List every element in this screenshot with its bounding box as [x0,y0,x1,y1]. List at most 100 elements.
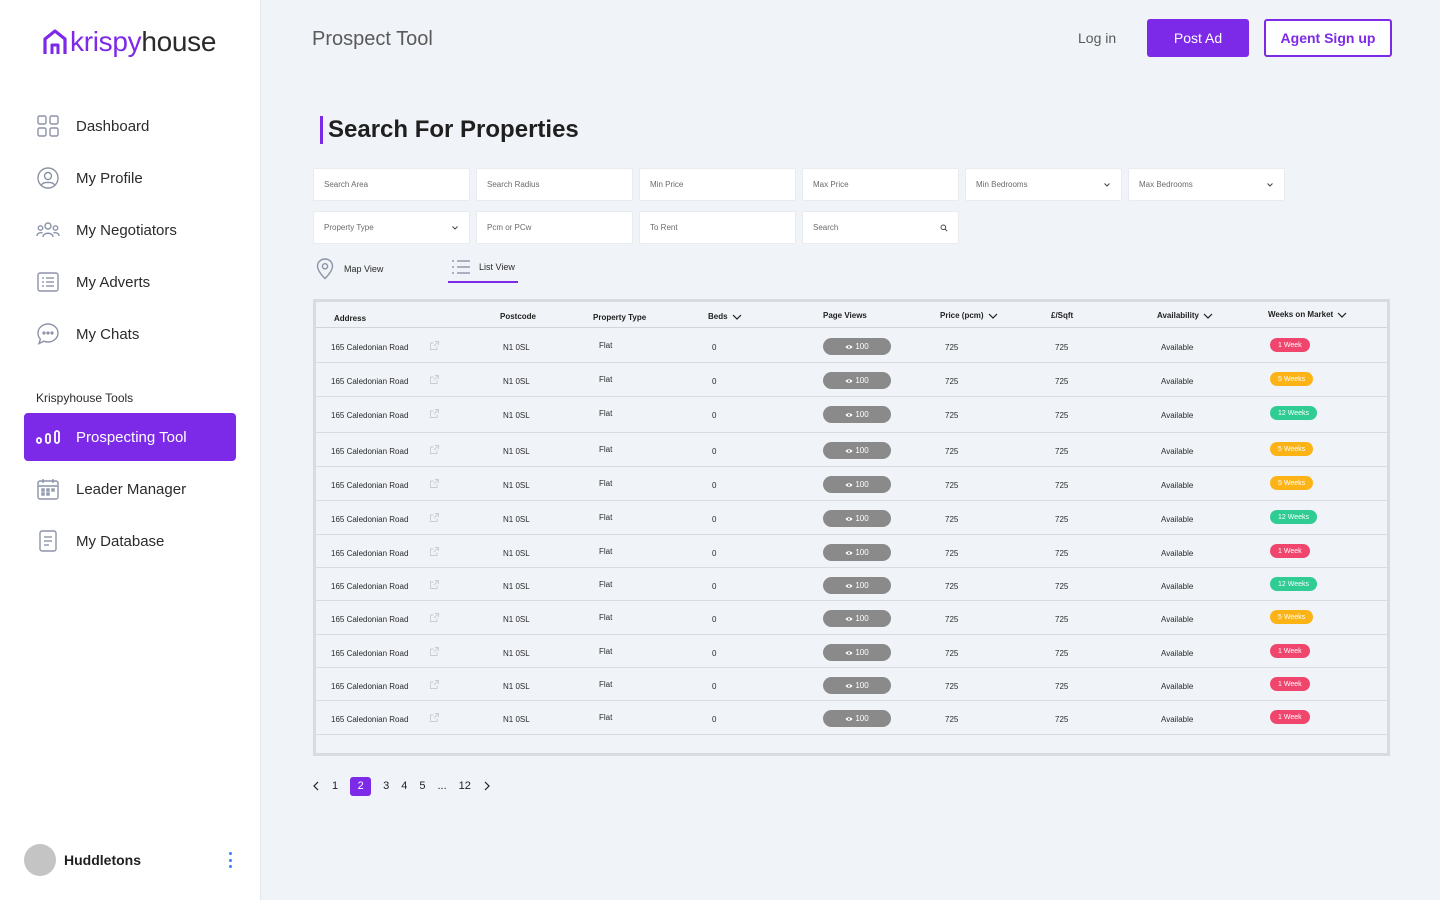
list-view-label: List View [479,262,515,272]
table-row[interactable]: 165 Caledonian Road N1 0SL Flat 0 100 725 725 A… [316,635,1387,668]
search-area-input[interactable]: Search Area [313,168,470,201]
table-row[interactable]: 165 Caledonian Road N1 0SL Flat 0 100 725 725 A… [316,363,1387,397]
avatar[interactable] [24,844,56,876]
column-header-availability[interactable]: Availability [1157,311,1213,320]
page-views-count: 100 [855,581,869,590]
table-row[interactable]: 165 Caledonian Road N1 0SL Flat 0 100 725 725 A… [316,433,1387,467]
table-row[interactable]: 165 Caledonian Road N1 0SL Flat 0 100 725 725 A… [316,467,1387,501]
table-row[interactable]: 165 Caledonian Road N1 0SL Flat 0 100 725 725 A… [316,668,1387,701]
page-3[interactable]: 3 [383,780,390,792]
page-views-pill[interactable]: 100 [823,442,891,459]
max-price-input[interactable]: Max Price [802,168,959,201]
sidebar-item-leader-manager[interactable]: Leader Manager [24,465,236,513]
sidebar-item-my-database[interactable]: My Database [24,517,236,565]
table-header: Address Postcode Property Type Beds Page… [316,302,1387,328]
external-link-icon[interactable] [429,444,440,455]
page-views-pill[interactable]: 100 [823,338,891,355]
column-header-sqft[interactable]: £/Sqft [1051,311,1074,320]
external-link-icon[interactable] [429,408,440,419]
eye-icon [845,616,853,621]
cell-property-type: Flat [599,547,613,556]
brand-logo[interactable]: krispy house [42,22,216,62]
page-views-count: 100 [855,614,869,623]
min-bedrooms-select[interactable]: Min Bedrooms [965,168,1122,201]
cell-beds: 0 [712,411,717,420]
table-row[interactable]: 165 Caledonian Road N1 0SL Flat 0 100 725 725 A… [316,568,1387,601]
cell-sqft: 725 [1055,715,1069,724]
external-link-icon[interactable] [429,612,440,623]
search-icon[interactable] [940,224,948,232]
page-4[interactable]: 4 [401,780,408,792]
map-pin-icon [316,258,334,280]
search-input[interactable]: Search [802,211,959,244]
search-radius-input[interactable]: Search Radius [476,168,633,201]
column-header-beds[interactable]: Beds [708,312,742,321]
agent-signup-button[interactable]: Agent Sign up [1264,19,1392,57]
cell-property-type: Flat [599,479,613,488]
table-row[interactable]: 165 Caledonian Road N1 0SL Flat 0 100 725 725 A… [316,701,1387,735]
user-name: Huddletons [64,852,141,868]
page-views-pill[interactable]: 100 [823,510,891,527]
external-link-icon[interactable] [429,646,440,657]
external-link-icon[interactable] [429,679,440,690]
page-views-pill[interactable]: 100 [823,710,891,727]
min-price-input[interactable]: Min Price [639,168,796,201]
sidebar-item-label: My Profile [76,169,143,187]
external-link-icon[interactable] [429,712,440,723]
sidebar-item-my-profile[interactable]: My Profile [24,154,236,202]
column-header-weeks-on-market[interactable]: Weeks on Market [1268,310,1347,319]
chevron-right-icon[interactable] [483,781,491,791]
map-view-toggle[interactable]: Map View [315,258,383,280]
table-row[interactable]: 165 Caledonian Road N1 0SL Flat 0 100 725 725 A… [316,535,1387,568]
page-views-pill[interactable]: 100 [823,577,891,594]
more-options-icon[interactable] [224,850,236,870]
external-link-icon[interactable] [429,546,440,557]
column-header-postcode[interactable]: Postcode [500,312,537,321]
table-row[interactable]: 165 Caledonian Road N1 0SL Flat 0 100 725 725 A… [316,397,1387,433]
sidebar-item-my-chats[interactable]: My Chats [24,310,236,358]
external-link-icon[interactable] [429,340,440,351]
external-link-icon[interactable] [429,478,440,489]
table-row[interactable]: 165 Caledonian Road N1 0SL Flat 0 100 725 725 A… [316,501,1387,535]
page-views-pill[interactable]: 100 [823,406,891,423]
cell-property-type: Flat [599,580,613,589]
cell-price: 725 [945,481,959,490]
cell-postcode: N1 0SL [503,582,530,591]
page-views-pill[interactable]: 100 [823,610,891,627]
weeks-on-market-badge: 1 Week [1270,544,1310,558]
sidebar-item-dashboard[interactable]: Dashboard [24,102,236,150]
page-views-pill[interactable]: 100 [823,476,891,493]
sidebar: krispy house Dashboard My Profile My Nego… [0,0,261,900]
chevron-left-icon[interactable] [312,781,320,791]
column-header-address[interactable]: Address [334,314,367,323]
cell-postcode: N1 0SL [503,715,530,724]
external-link-icon[interactable] [429,579,440,590]
page-views-pill[interactable]: 100 [823,372,891,389]
post-ad-button[interactable]: Post Ad [1147,19,1249,57]
table-row[interactable]: 165 Caledonian Road N1 0SL Flat 0 100 725 725 A… [316,329,1387,363]
weeks-on-market-badge: 5 Weeks [1270,442,1314,456]
sidebar-item-prospecting-tool[interactable]: Prospecting Tool [24,413,236,461]
list-view-toggle[interactable]: List View [451,258,515,276]
sidebar-item-my-adverts[interactable]: My Adverts [24,258,236,306]
page-1[interactable]: 1 [332,780,339,792]
external-link-icon[interactable] [429,374,440,385]
table-row[interactable]: 165 Caledonian Road N1 0SL Flat 0 100 725 725 A… [316,601,1387,635]
column-header-page-views[interactable]: Page Views [823,311,867,320]
property-type-select[interactable]: Property Type [313,211,470,244]
page-views-pill[interactable]: 100 [823,677,891,694]
sidebar-item-my-negotiators[interactable]: My Negotiators [24,206,236,254]
max-bedrooms-select[interactable]: Max Bedrooms [1128,168,1285,201]
page-views-pill[interactable]: 100 [823,644,891,661]
pcm-pcw-input[interactable]: Pcm or PCw [476,211,633,244]
page-12[interactable]: 12 [458,780,471,792]
to-rent-input[interactable]: To Rent [639,211,796,244]
login-link[interactable]: Log in [1078,30,1117,46]
cell-sqft: 725 [1055,447,1069,456]
external-link-icon[interactable] [429,512,440,523]
column-header-price[interactable]: Price (pcm) [940,311,998,320]
page-5[interactable]: 5 [419,780,426,792]
column-header-property-type[interactable]: Property Type [593,313,647,322]
page-views-pill[interactable]: 100 [823,544,891,561]
page-2-current[interactable]: 2 [350,776,372,796]
